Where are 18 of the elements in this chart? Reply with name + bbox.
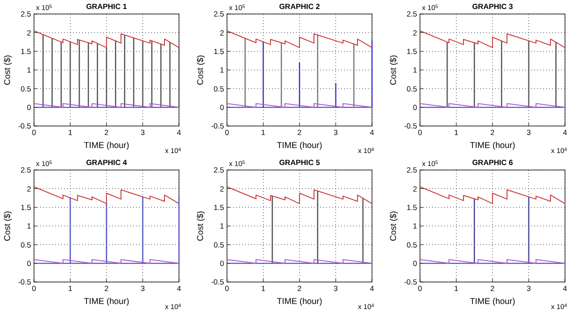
x-axis-title: TIME (hour): [276, 296, 322, 306]
line-series: [420, 186, 566, 204]
y-axis-title: Cost ($): [195, 54, 205, 86]
x-axis-title: TIME (hour): [84, 140, 130, 150]
line-series: [226, 30, 372, 48]
y-axis-title: Cost ($): [2, 54, 12, 86]
y-axis-title: Cost ($): [388, 54, 398, 86]
y-axis-title: Cost ($): [195, 210, 205, 242]
y-axis-title: Cost ($): [2, 210, 12, 242]
x-axis-title: TIME (hour): [470, 296, 516, 306]
line-series: [226, 186, 372, 204]
line-series: [420, 30, 566, 48]
line-series: [34, 30, 180, 48]
x-axis-title: TIME (hour): [276, 140, 322, 150]
y-axis-title: Cost ($): [388, 210, 398, 242]
line-series: [34, 186, 180, 204]
x-axis-title: TIME (hour): [470, 140, 516, 150]
x-axis-title: TIME (hour): [84, 296, 130, 306]
